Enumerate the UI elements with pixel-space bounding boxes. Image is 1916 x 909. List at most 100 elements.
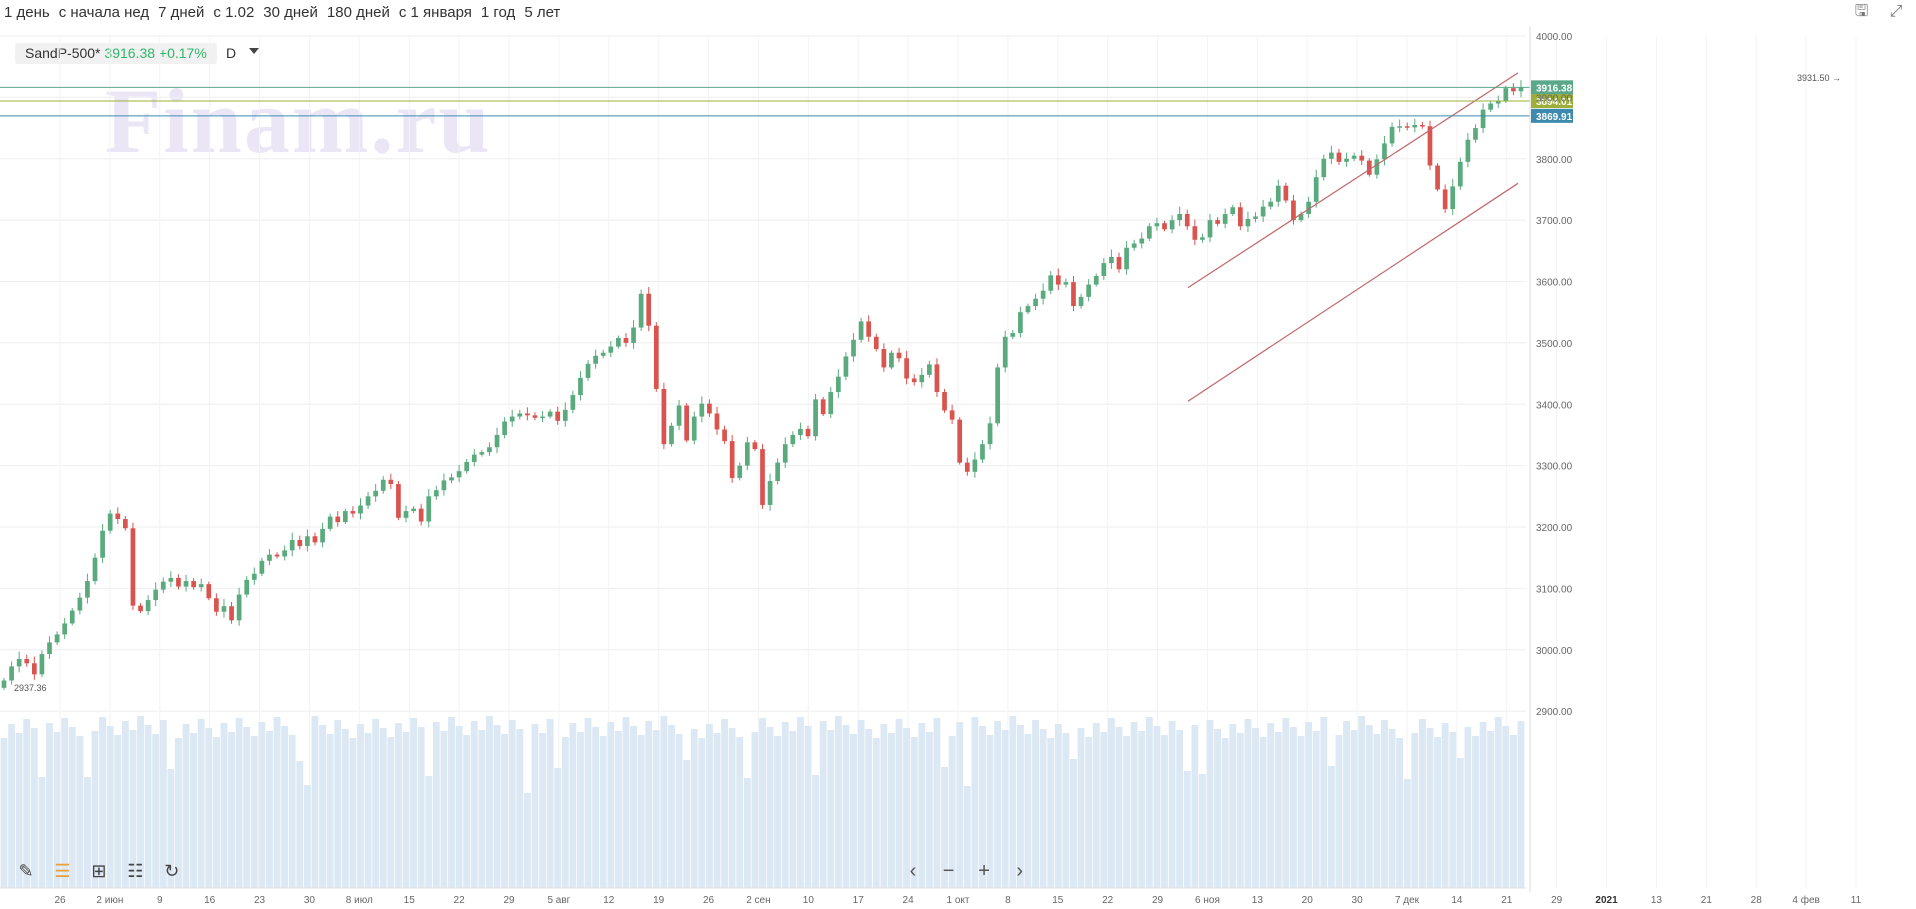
candle-up <box>1321 154 1327 181</box>
scroll-left-button[interactable]: ‹ <box>909 860 917 882</box>
x-tick-label: 21 <box>1701 895 1713 906</box>
candles <box>1 80 1524 690</box>
volume-bar <box>250 736 258 888</box>
candle-body <box>342 511 348 523</box>
candle-body <box>1495 101 1501 104</box>
candle-body <box>259 560 265 574</box>
period-7[interactable]: с 1 января <box>398 4 472 21</box>
candle-body <box>813 399 818 437</box>
instrument-legend[interactable]: SandP-500* 3916.38 +0.17% <box>15 43 217 64</box>
fullscreen-icon[interactable]: ⤢ <box>1889 3 1903 20</box>
period-4[interactable]: с 1.02 <box>213 4 255 21</box>
volume-bar <box>1062 733 1070 888</box>
volume-bar <box>986 735 994 888</box>
volume-bar <box>1009 716 1017 888</box>
pencil-icon[interactable]: ✎ <box>18 861 34 881</box>
scroll-right-button[interactable]: › <box>1016 860 1024 882</box>
candle-up <box>1048 271 1054 295</box>
candle-up <box>1131 239 1137 251</box>
volume-bar <box>175 738 182 888</box>
x-axis: 26 2 июн 9 16 23 30 8 июл 15 22 29 5 авг 12 19 26 2 се… <box>54 894 1861 906</box>
instrument-value: 3916.38 <box>104 45 156 61</box>
candle-body <box>1336 152 1342 162</box>
candle-body <box>623 337 629 343</box>
period-9[interactable]: 5 лет <box>524 4 561 21</box>
y-tick-label: 3200.00 <box>1536 523 1573 534</box>
candle-body <box>145 600 151 612</box>
candle-body <box>411 508 416 512</box>
candle-body <box>115 513 121 520</box>
zoom-in-button[interactable]: + <box>978 860 990 882</box>
volume-bar <box>1290 727 1297 888</box>
candle-body <box>1086 284 1092 297</box>
candle-up <box>1063 278 1069 288</box>
history-icon[interactable]: ☰ <box>54 861 71 881</box>
period-6[interactable]: 180 дней <box>326 4 390 21</box>
candle-body <box>843 356 849 377</box>
volume-bar <box>736 737 744 888</box>
save-icon[interactable]: 🖫 <box>1854 3 1869 20</box>
volume-bar <box>751 732 759 888</box>
volume-bar <box>228 732 235 888</box>
volume-bar <box>1252 728 1259 888</box>
candle-body <box>282 550 287 557</box>
candle-up <box>426 488 432 528</box>
period-2[interactable]: с начала нед <box>58 4 150 21</box>
volume-bar <box>554 768 562 888</box>
candle-up <box>995 363 1000 427</box>
volume-bar <box>99 717 107 888</box>
volume-bar <box>607 722 615 888</box>
volume-bar <box>561 737 569 888</box>
candle-up <box>479 449 485 457</box>
chevron-down-icon[interactable] <box>249 48 259 54</box>
volume-bar <box>478 730 486 888</box>
candle-down <box>653 322 659 392</box>
zoom-out-button[interactable]: − <box>942 860 955 882</box>
candle-body <box>775 462 781 482</box>
timeframe-select[interactable]: D <box>226 45 237 61</box>
candle-up <box>676 399 682 431</box>
x-tick-label: 29 <box>503 895 515 906</box>
x-tick-label: 26 <box>703 895 715 906</box>
volume-bar <box>1221 738 1229 888</box>
x-tick-label: 2021 <box>1595 895 1618 906</box>
volume-bar <box>1487 731 1495 888</box>
candle-body <box>1283 185 1289 201</box>
period-8[interactable]: 1 год <box>480 4 516 21</box>
toolbar: 1 день с начала нед 7 дней с 1.02 30 дней 180… <box>0 0 1916 26</box>
candle-body <box>790 434 796 445</box>
period-1[interactable]: 1 день <box>4 4 50 21</box>
volume-bar <box>903 728 911 888</box>
volume-bar <box>948 736 956 888</box>
period-5[interactable]: 30 дней <box>263 4 318 21</box>
volume-bar <box>1320 717 1328 888</box>
candle-up <box>540 411 545 423</box>
volume-bar <box>698 738 706 888</box>
candle-body <box>107 513 113 531</box>
add-indicator-icon[interactable]: ⊞ <box>91 861 107 881</box>
volume-bar <box>759 718 766 888</box>
chart-navigation: ‹ − + › <box>898 860 1035 883</box>
candle-body <box>335 516 341 523</box>
candle-body <box>92 557 98 582</box>
candle-body <box>153 589 159 601</box>
candle-down <box>949 404 955 425</box>
candle-down <box>176 574 181 590</box>
period-3[interactable]: 7 дней <box>158 4 205 21</box>
candle-up <box>562 402 568 427</box>
y-tick-label: 3100.00 <box>1536 584 1573 595</box>
volume-bar <box>1138 731 1146 888</box>
y-tick-label: 3300.00 <box>1536 462 1573 473</box>
candle-body <box>221 606 227 612</box>
settings-sliders-icon[interactable]: ☷ <box>127 861 144 881</box>
candle-up <box>1207 214 1213 243</box>
candle-body <box>699 403 705 417</box>
candle-down <box>1336 148 1342 165</box>
candle-body <box>244 579 250 595</box>
volume-bar <box>728 728 736 888</box>
reset-icon[interactable]: ↻ <box>164 861 180 881</box>
candle-body <box>798 428 803 435</box>
candle-down <box>866 315 872 342</box>
candle-body <box>1192 226 1198 240</box>
